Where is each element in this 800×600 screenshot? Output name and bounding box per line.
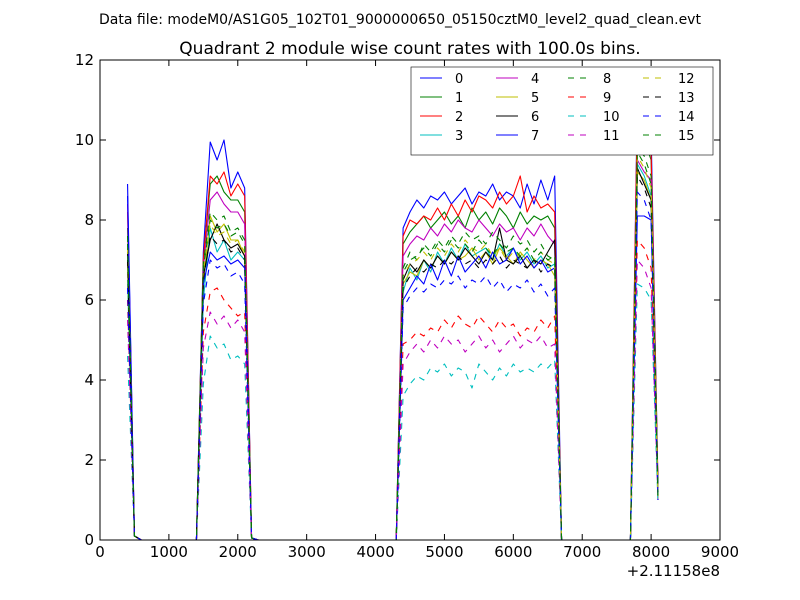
x-tick-label: 5000 xyxy=(425,543,463,561)
series-line-12 xyxy=(127,155,659,541)
legend-entry-5: 5 xyxy=(496,91,539,106)
legend-entry-8: 8 xyxy=(568,72,611,87)
y-tick-label: 12 xyxy=(75,51,94,69)
figure-suptitle: Data file: modeM0/AS1G05_102T01_90000006… xyxy=(99,12,701,28)
x-tick-label: 6000 xyxy=(494,543,532,561)
y-tick-label: 0 xyxy=(84,531,94,549)
y-tick-label: 10 xyxy=(75,131,94,149)
legend-entry-1: 1 xyxy=(420,91,463,106)
legend-entry-0: 0 xyxy=(420,72,463,87)
legend-entry-13: 13 xyxy=(643,91,695,106)
series-line-6 xyxy=(127,167,659,541)
legend-label: 15 xyxy=(678,129,695,144)
legend-label: 12 xyxy=(678,72,695,87)
y-tick-label: 6 xyxy=(84,291,94,309)
y-tick-label: 2 xyxy=(84,451,94,469)
series-line-14 xyxy=(127,191,659,541)
legend-entry-11: 11 xyxy=(568,129,620,144)
legend-entry-14: 14 xyxy=(643,110,695,125)
legend-label: 1 xyxy=(455,91,463,106)
series-line-15 xyxy=(127,151,659,541)
x-tick-label: 1000 xyxy=(150,543,188,561)
legend-label: 14 xyxy=(678,110,695,125)
legend-label: 10 xyxy=(603,110,620,125)
legend-entry-9: 9 xyxy=(568,91,611,106)
legend-entry-4: 4 xyxy=(496,72,539,87)
legend-label: 8 xyxy=(603,72,611,87)
legend-entry-3: 3 xyxy=(420,129,463,144)
x-tick-label: 4000 xyxy=(356,543,394,561)
legend-label: 11 xyxy=(603,129,620,144)
legend-label: 3 xyxy=(455,129,463,144)
series-line-11 xyxy=(127,259,659,541)
series-line-10 xyxy=(127,283,659,541)
x-tick-label: 7000 xyxy=(563,543,601,561)
legend-label: 2 xyxy=(455,110,463,125)
x-tick-label: 0 xyxy=(95,543,105,561)
series-line-1 xyxy=(127,127,659,541)
legend-entry-2: 2 xyxy=(420,110,463,125)
x-offset-label: +2.11158e8 xyxy=(627,562,720,580)
legend-entry-7: 7 xyxy=(496,129,539,144)
legend-entry-15: 15 xyxy=(643,129,695,144)
series-line-9 xyxy=(127,239,659,541)
legend-label: 9 xyxy=(603,91,611,106)
legend-label: 13 xyxy=(678,91,695,106)
legend-entry-10: 10 xyxy=(568,110,620,125)
series-line-0 xyxy=(127,99,659,541)
x-tick-label: 8000 xyxy=(632,543,670,561)
axis-ticks: 0 1000 2000 3000 4000 5000 6000 7000 8000 9000 0 2 4… xyxy=(75,51,739,561)
series-line-2 xyxy=(127,107,659,541)
y-tick-label: 8 xyxy=(84,211,94,229)
series-line-4 xyxy=(127,159,659,541)
plot-area xyxy=(127,99,659,541)
legend-label: 6 xyxy=(531,110,539,125)
x-tick-label: 9000 xyxy=(701,543,739,561)
series-line-7 xyxy=(127,195,659,541)
legend-entry-12: 12 xyxy=(643,72,695,87)
legend-entry-6: 6 xyxy=(496,110,539,125)
legend-frame xyxy=(410,66,714,156)
y-tick-label: 4 xyxy=(84,371,94,389)
chart-title: Quadrant 2 module wise count rates with … xyxy=(179,39,640,59)
x-tick-label: 3000 xyxy=(288,543,326,561)
legend-label: 5 xyxy=(531,91,539,106)
legend-label: 4 xyxy=(531,72,539,87)
x-tick-label: 2000 xyxy=(219,543,257,561)
legend-label: 7 xyxy=(531,129,539,144)
legend-label: 0 xyxy=(455,72,463,87)
